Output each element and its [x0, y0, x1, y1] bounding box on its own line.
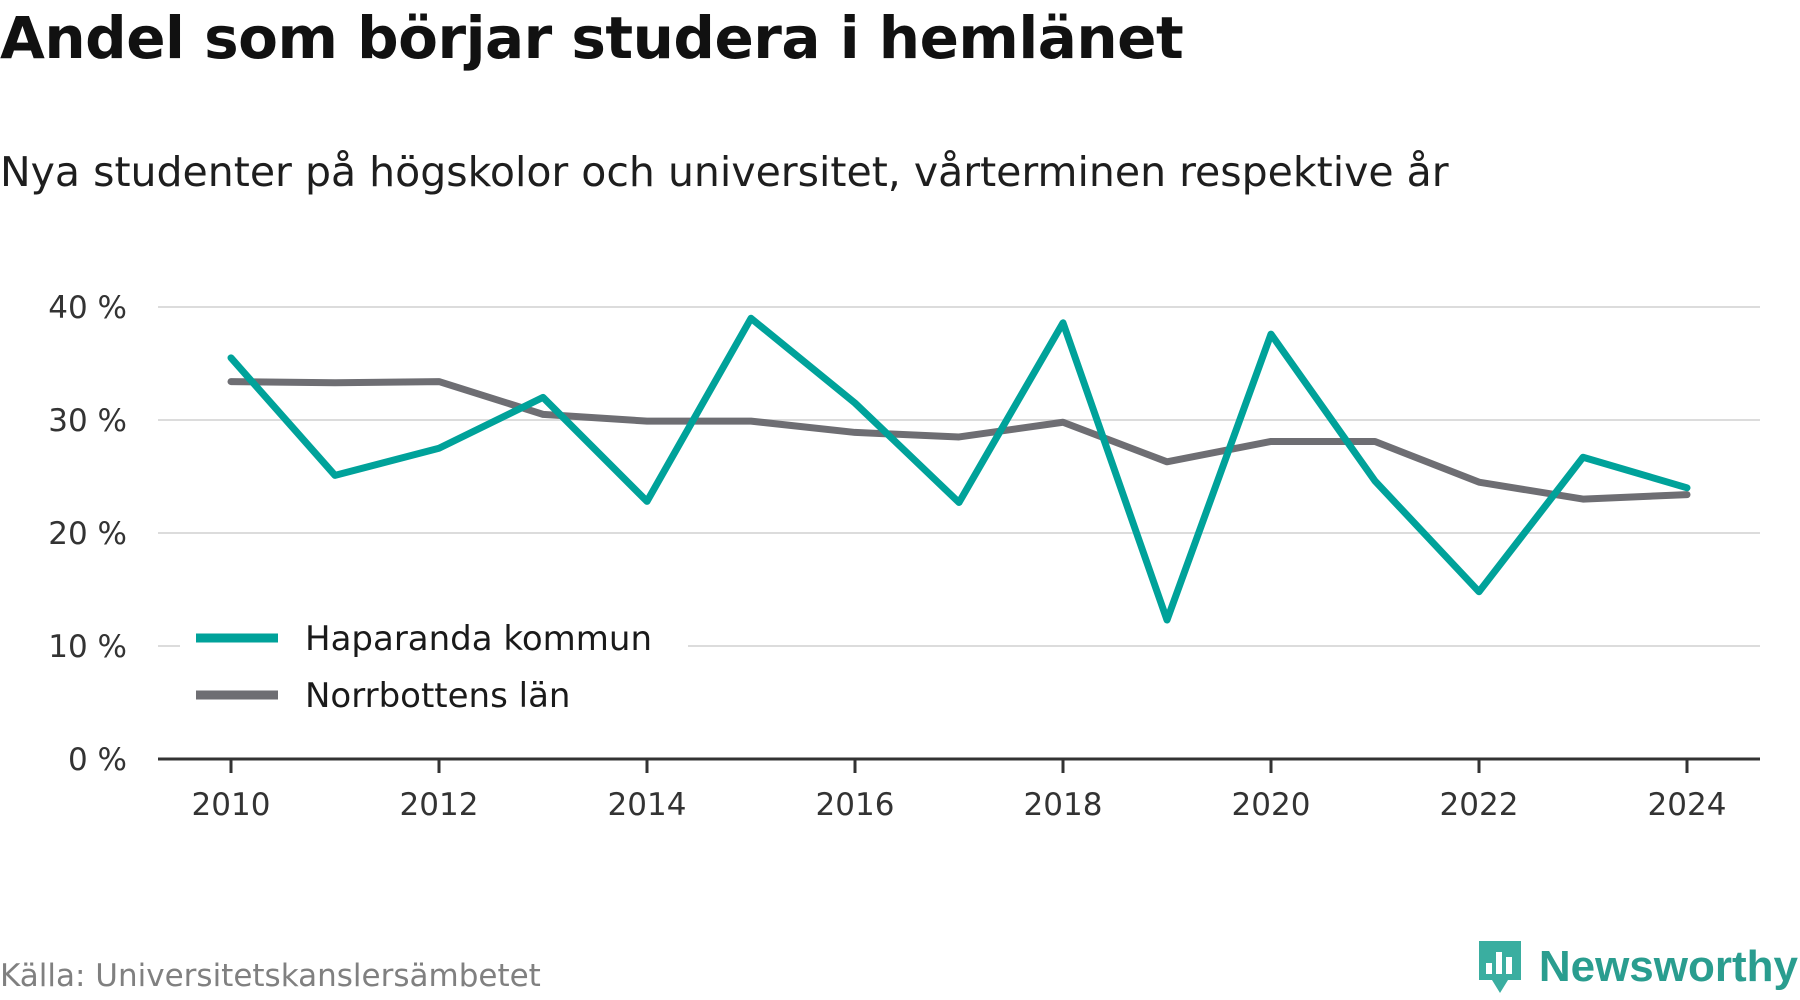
y-tick-label: 10 %	[48, 629, 127, 665]
y-axis-ticks: 0 % 10 % 20 % 30 % 40 %	[48, 290, 127, 778]
y-tick-label: 0 %	[68, 742, 127, 778]
chart-subtitle: Nya studenter på högskolor och universit…	[0, 148, 1449, 196]
legend-background	[180, 608, 688, 726]
series-line	[227, 314, 1691, 624]
legend-label: Haparanda kommun	[305, 619, 652, 659]
x-tick-label: 2012	[400, 787, 479, 823]
bar-chart-icon	[1478, 941, 1521, 993]
source-note: Källa: Universitetskanslersämbetet	[0, 958, 541, 994]
brand-name: Newsworthy	[1538, 942, 1798, 991]
x-axis: 2010 2012 2014 2016 2018 2020 2022 2024	[158, 757, 1760, 823]
x-tick-label: 2016	[816, 787, 895, 823]
series-lines	[227, 314, 1691, 624]
x-tick-label: 2020	[1232, 787, 1311, 823]
y-tick-label: 30 %	[48, 403, 127, 439]
y-tick-label: 20 %	[48, 516, 127, 552]
legend: Haparanda kommun Norrbottens län	[180, 608, 688, 726]
x-tick-label: 2018	[1024, 787, 1103, 823]
gridlines	[158, 306, 1760, 647]
x-tick-label: 2022	[1440, 787, 1519, 823]
newsworthy-logo[interactable]: Newsworthy	[1475, 938, 1798, 996]
x-tick-label: 2024	[1648, 787, 1727, 823]
chart-title: Andel som börjar studera i hemlänet	[0, 4, 1184, 72]
x-tick-label: 2010	[192, 787, 271, 823]
y-tick-label: 40 %	[48, 290, 127, 326]
legend-label: Norrbottens län	[305, 676, 570, 716]
x-tick-label: 2014	[608, 787, 687, 823]
series-line	[227, 378, 1691, 503]
